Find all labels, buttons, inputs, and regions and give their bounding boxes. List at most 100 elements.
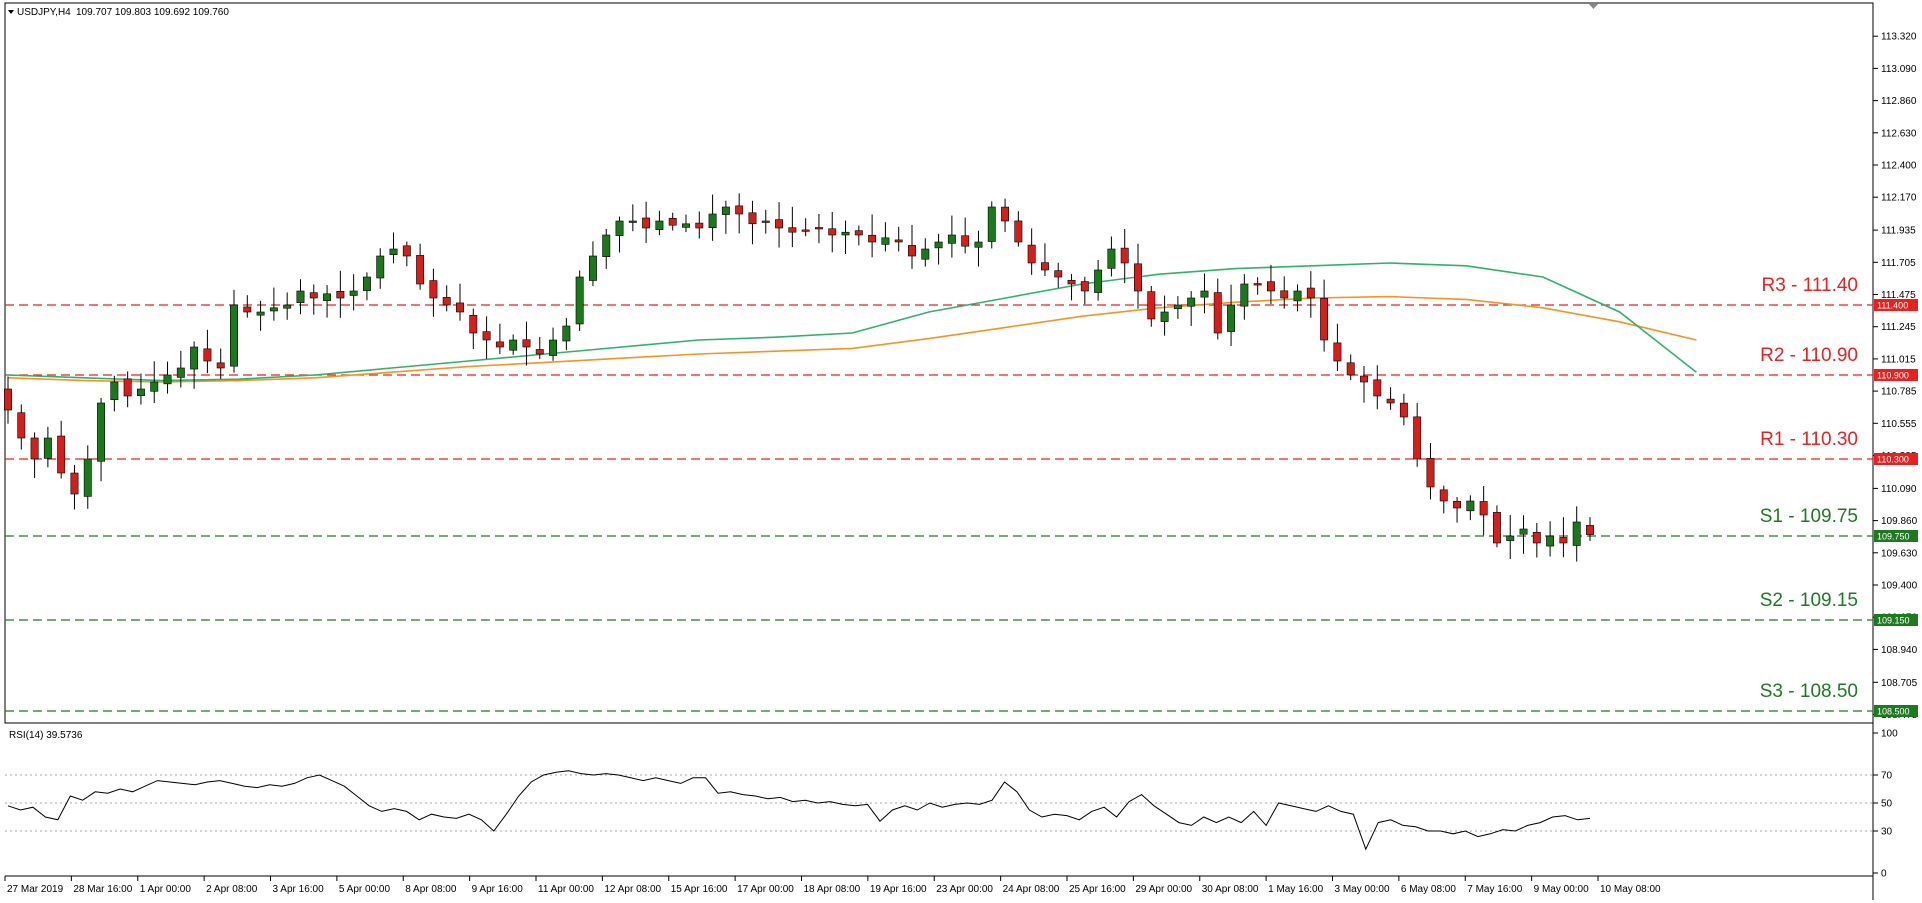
- candle-body: [775, 219, 784, 229]
- price-tick-label: 111.475: [1881, 290, 1916, 301]
- rsi-tick-label: 50: [1881, 799, 1893, 810]
- time-tick-label: 18 Apr 08:00: [804, 884, 861, 895]
- time-tick-label: 29 Apr 00:00: [1135, 884, 1192, 895]
- candle-body: [947, 234, 956, 244]
- time-tick-label: 8 Apr 08:00: [405, 884, 457, 895]
- candle-body: [1546, 535, 1555, 547]
- candle-body: [136, 388, 145, 396]
- time-tick-label: 28 Mar 16:00: [73, 884, 132, 895]
- level-label-s3: S3 - 108.50: [1760, 681, 1858, 702]
- candle-body: [469, 315, 478, 334]
- level-tag-r1: [1874, 453, 1918, 465]
- candle-body: [362, 276, 371, 291]
- time-tick-label: 1 May 16:00: [1268, 884, 1323, 895]
- candle-body: [1466, 500, 1475, 512]
- candle-body: [150, 381, 159, 392]
- candle-body: [203, 348, 212, 362]
- candle-body: [682, 223, 690, 228]
- candle-body: [1173, 304, 1182, 310]
- time-tick-label: 3 Apr 16:00: [273, 884, 325, 895]
- candle-body: [1532, 532, 1541, 544]
- time-tick-label: 24 Apr 08:00: [1003, 884, 1060, 895]
- candle-body: [70, 472, 79, 495]
- moving-averages: [7, 262, 1697, 383]
- candle-body: [921, 248, 930, 260]
- symbol-dropdown-icon[interactable]: [8, 10, 14, 14]
- time-tick-label: 25 Apr 16:00: [1069, 884, 1126, 895]
- candle-body: [163, 374, 172, 385]
- candle-body: [110, 381, 119, 401]
- candle-body: [495, 341, 504, 348]
- candle-body: [1187, 297, 1196, 307]
- candle-body: [429, 280, 438, 299]
- candle-body: [4, 388, 12, 411]
- candle-body: [123, 378, 132, 397]
- candle-body: [389, 248, 398, 255]
- ma-orange-line: [7, 295, 1697, 383]
- candle-body: [987, 206, 996, 242]
- time-tick-label: 27 Mar 2019: [7, 884, 64, 895]
- price-tick-label: 112.630: [1881, 128, 1917, 139]
- candle-body: [1054, 270, 1063, 278]
- level-tag-text-s2: 109.150: [1877, 616, 1910, 626]
- price-tick-label: 108.705: [1881, 678, 1918, 689]
- candle-body: [482, 331, 491, 341]
- price-tick-label: 112.170: [1881, 193, 1917, 204]
- time-tick-label: 1 Apr 00:00: [140, 884, 192, 895]
- rsi-tick-label: 100: [1881, 729, 1898, 740]
- rsi-tick-label: 70: [1881, 771, 1893, 782]
- price-tick-label: 109.400: [1881, 581, 1918, 592]
- candle-body: [814, 227, 823, 230]
- candle-body: [522, 339, 531, 348]
- candle-body: [602, 234, 611, 257]
- candle-body: [1107, 248, 1116, 269]
- rsi-tick-label: 0: [1881, 869, 1887, 880]
- candle-body: [961, 235, 970, 247]
- candle-body: [854, 230, 863, 236]
- candle-body: [908, 245, 916, 257]
- candle-body: [721, 206, 730, 215]
- candle-body: [17, 412, 26, 439]
- candle-body: [934, 241, 943, 249]
- candle-body: [1067, 279, 1076, 285]
- candle-body: [708, 213, 717, 229]
- candle-body: [1001, 206, 1010, 222]
- time-tick-label: 2 Apr 08:00: [206, 884, 258, 895]
- level-tag-s3: [1874, 705, 1918, 717]
- candle-body: [1492, 512, 1501, 544]
- main-panel: [4, 2, 1874, 724]
- candle-body: [628, 220, 637, 223]
- level-price-tags: 111.400 110.900 110.300 109.750 109.150 108.5…: [1874, 299, 1918, 717]
- candle-body: [1147, 291, 1156, 320]
- level-label-r1: R1 - 110.30: [1760, 429, 1858, 450]
- candle-body: [176, 367, 185, 378]
- candle-body: [868, 234, 877, 243]
- candle-body: [57, 435, 66, 474]
- candle-body: [1253, 283, 1262, 286]
- level-label-s1: S1 - 109.75: [1760, 506, 1858, 527]
- level-label-r2: R2 - 110.90: [1760, 345, 1858, 366]
- candle-body: [1399, 402, 1408, 418]
- time-tick-label: 11 Apr 00:00: [538, 884, 594, 895]
- candle-body: [1134, 263, 1142, 292]
- candle-body: [296, 290, 305, 303]
- price-tick-label: 109.630: [1881, 548, 1918, 559]
- rsi-label: RSI(14) 39.5736: [9, 730, 83, 741]
- symbol-label: USDJPY,H4: [17, 7, 71, 18]
- candle-body: [243, 306, 252, 313]
- candle-body: [323, 293, 332, 301]
- candle-body: [1426, 458, 1435, 488]
- chart-shift-marker-icon[interactable]: [1589, 4, 1598, 9]
- time-tick-label: 10 May 08:00: [1600, 884, 1661, 895]
- candle-body: [283, 304, 292, 309]
- candle-body: [1094, 269, 1103, 293]
- price-tick-label: 111.015: [1881, 354, 1916, 365]
- price-tick-label: 112.860: [1881, 96, 1917, 107]
- candle-body: [402, 245, 411, 257]
- level-tag-text-r1: 110.300: [1877, 455, 1909, 465]
- candle-body: [1479, 501, 1488, 516]
- price-tick-label: 110.555: [1881, 419, 1917, 430]
- candle-body: [1320, 298, 1329, 341]
- candle-body: [1413, 416, 1422, 460]
